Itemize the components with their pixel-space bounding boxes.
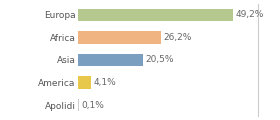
Bar: [78, 76, 91, 89]
Bar: [78, 54, 143, 66]
Text: 49,2%: 49,2%: [235, 10, 264, 19]
Text: 26,2%: 26,2%: [163, 33, 192, 42]
Bar: [78, 9, 233, 21]
Bar: [78, 99, 79, 111]
Text: 0,1%: 0,1%: [81, 101, 104, 110]
Text: 20,5%: 20,5%: [145, 55, 174, 64]
Text: 4,1%: 4,1%: [94, 78, 116, 87]
Bar: [78, 31, 161, 44]
